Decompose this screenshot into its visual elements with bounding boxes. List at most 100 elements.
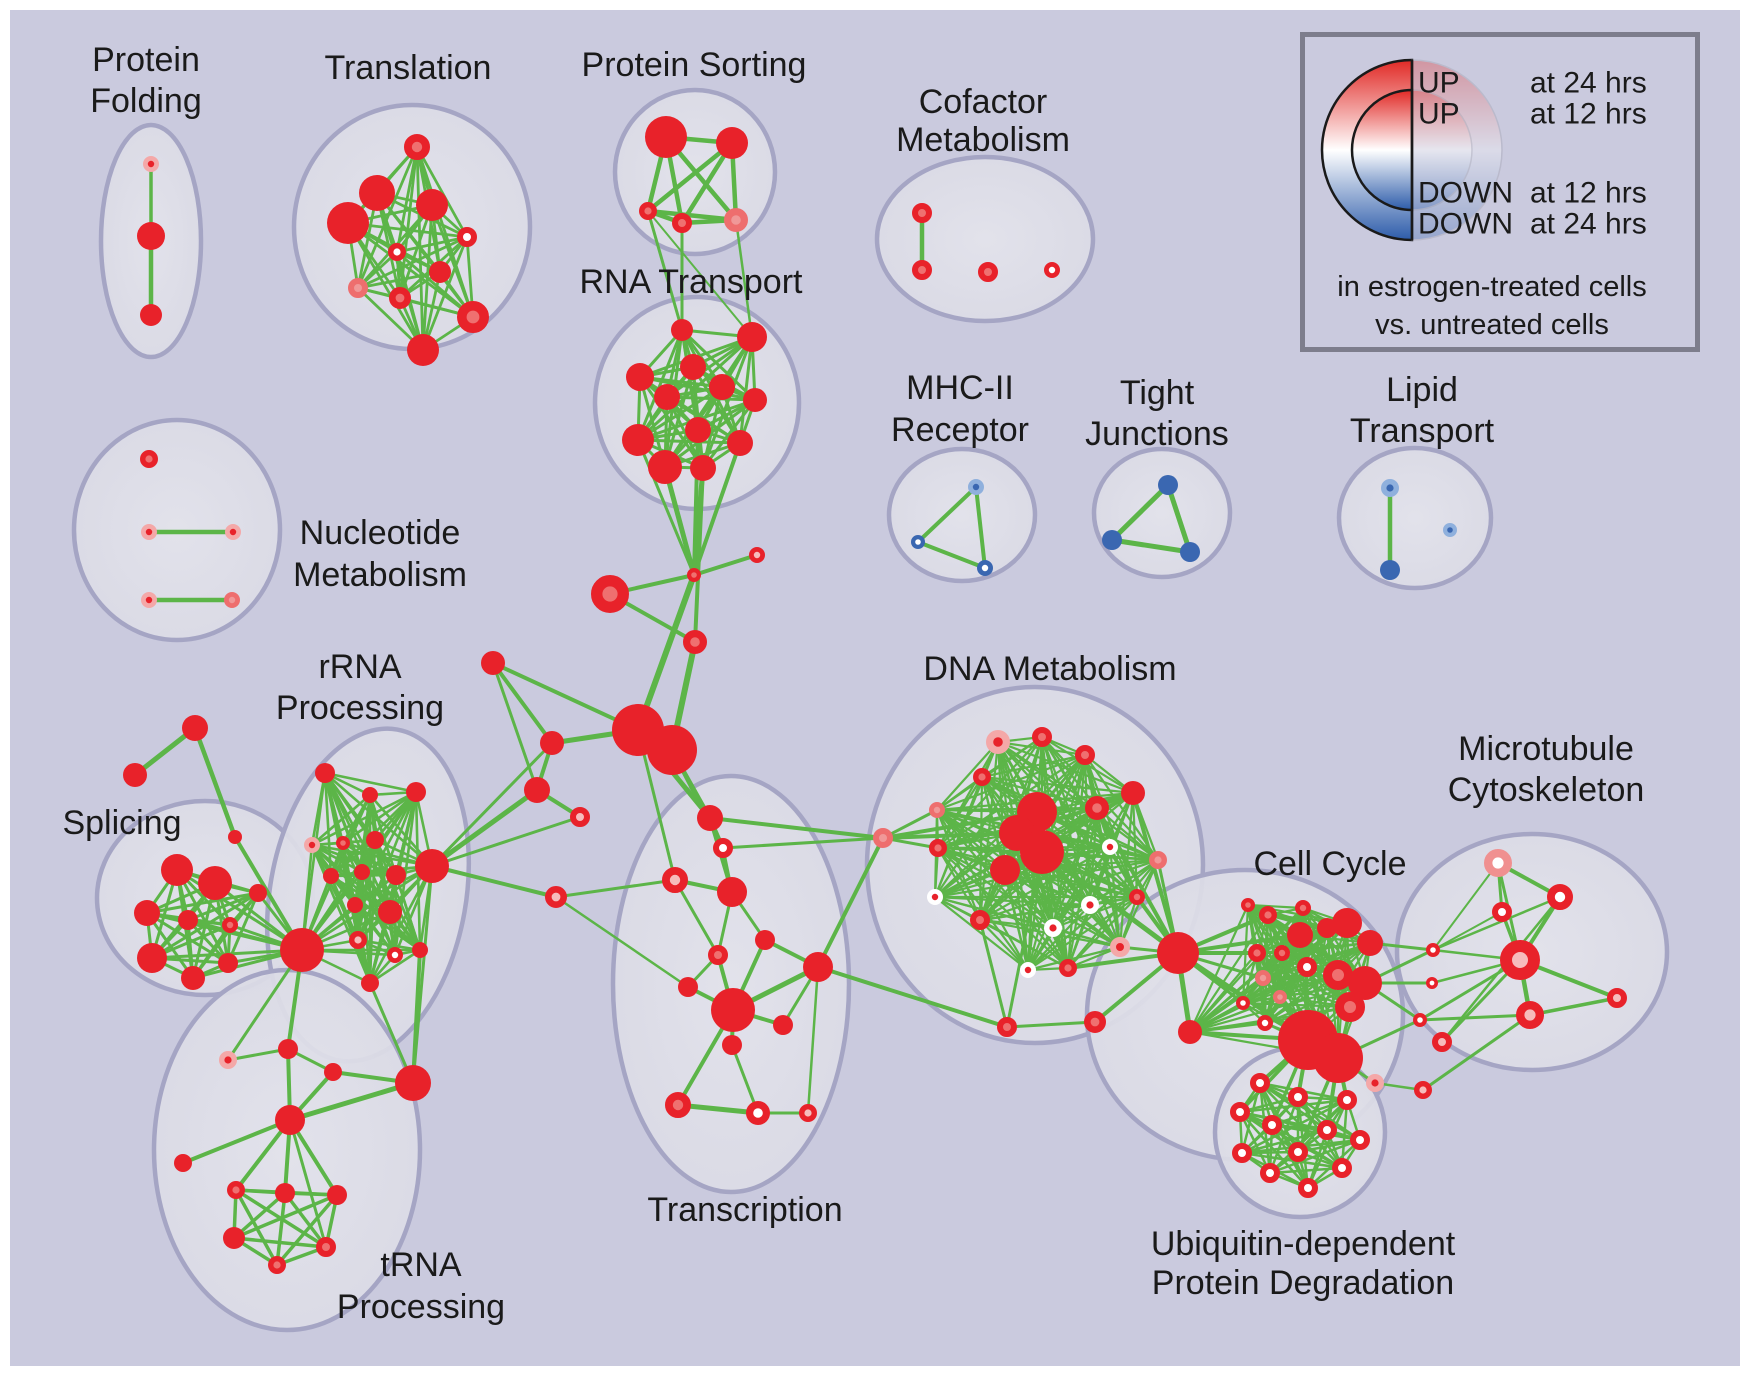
- network-node-up-strong[interactable]: [685, 417, 711, 443]
- network-node-up-strong[interactable]: [323, 868, 339, 884]
- network-node-up-late-weak-early[interactable]: [1432, 1032, 1452, 1052]
- network-node-up-strong[interactable]: [990, 855, 1020, 885]
- network-node-up-late-weak-early[interactable]: [749, 547, 766, 564]
- network-node-up-mixed[interactable]: [388, 286, 411, 309]
- network-node-up-strong[interactable]: [223, 1227, 245, 1249]
- network-node-up-mixed[interactable]: [682, 629, 707, 654]
- network-node-up-strong[interactable]: [140, 304, 162, 326]
- network-node-up-mixed[interactable]: [1058, 959, 1077, 978]
- network-node-up-strong[interactable]: [626, 363, 654, 391]
- network-node-up-early-only[interactable]: [1020, 962, 1037, 979]
- network-node-up-early-strong[interactable]: [140, 524, 157, 541]
- network-node-up-late-only[interactable]: [1412, 1012, 1427, 1027]
- network-node-up-mixed[interactable]: [929, 839, 948, 858]
- network-node-up-strong[interactable]: [690, 455, 716, 481]
- network-node-up-strong[interactable]: [645, 116, 687, 158]
- network-node-up-strong[interactable]: [648, 450, 682, 484]
- network-node-up-strong[interactable]: [378, 900, 402, 924]
- network-node-up-late-weak-early[interactable]: [544, 885, 567, 908]
- network-node-down-strong[interactable]: [1380, 560, 1400, 580]
- network-node-up-early-only[interactable]: [1102, 839, 1119, 856]
- network-node-up-mixed[interactable]: [912, 260, 932, 280]
- network-node-up-weak[interactable]: [723, 208, 748, 233]
- network-node-up-mixed[interactable]: [1335, 992, 1365, 1022]
- network-node-up-strong[interactable]: [354, 864, 370, 880]
- network-node-up-strong[interactable]: [249, 884, 267, 902]
- network-node-up-mixed[interactable]: [268, 1255, 287, 1274]
- network-node-up-late-only[interactable]: [1425, 942, 1440, 957]
- network-node-up-late-weak-early[interactable]: [662, 867, 689, 894]
- network-node-up-late-weak-early[interactable]: [1413, 1080, 1432, 1099]
- network-node-up-mixed[interactable]: [1295, 900, 1312, 917]
- network-node-up-strong[interactable]: [407, 334, 439, 366]
- network-node-down-mixed[interactable]: [1380, 479, 1399, 498]
- network-node-up-late-only[interactable]: [1337, 1090, 1357, 1110]
- network-node-up-weak-late[interactable]: [1483, 849, 1512, 878]
- network-node-up-late-only[interactable]: [1547, 884, 1574, 911]
- network-node-up-weak[interactable]: [929, 802, 946, 819]
- network-node-up-strong[interactable]: [429, 261, 451, 283]
- network-node-up-mixed[interactable]: [639, 201, 658, 220]
- network-node-up-late-only[interactable]: [386, 947, 403, 964]
- network-node-down-strong[interactable]: [1158, 475, 1178, 495]
- network-node-up-late-only[interactable]: [1288, 1087, 1308, 1107]
- network-node-up-late-only[interactable]: [713, 838, 733, 858]
- network-node-up-mixed[interactable]: [316, 1237, 336, 1257]
- network-node-up-strong[interactable]: [540, 731, 564, 755]
- network-node-up-strong[interactable]: [386, 865, 406, 885]
- network-node-up-strong[interactable]: [1332, 908, 1362, 938]
- network-node-up-late-only[interactable]: [1288, 1142, 1308, 1162]
- network-node-up-strong[interactable]: [182, 715, 208, 741]
- network-node-up-strong[interactable]: [1157, 932, 1199, 974]
- network-node-down-mixed[interactable]: [1442, 522, 1457, 537]
- network-node-up-mixed[interactable]: [973, 768, 992, 787]
- network-node-up-strong[interactable]: [275, 1183, 295, 1203]
- network-node-up-strong[interactable]: [737, 322, 767, 352]
- network-node-up-mixed[interactable]: [708, 945, 728, 965]
- network-node-up-mixed[interactable]: [221, 917, 238, 934]
- network-node-up-late-only[interactable]: [1426, 976, 1439, 989]
- network-node-up-strong[interactable]: [123, 763, 147, 787]
- network-node-up-late-weak-early[interactable]: [799, 1103, 818, 1122]
- network-node-up-strong[interactable]: [228, 830, 242, 844]
- network-node-up-strong[interactable]: [366, 831, 384, 849]
- network-node-up-late-weak-early[interactable]: [1515, 1001, 1544, 1030]
- network-node-up-late-only[interactable]: [1232, 1143, 1252, 1163]
- network-node-up-strong[interactable]: [722, 1035, 742, 1055]
- network-node-up-early-only[interactable]: [1080, 896, 1099, 915]
- network-node-up-strong[interactable]: [347, 897, 363, 913]
- network-node-up-mixed[interactable]: [686, 567, 701, 582]
- network-node-up-weak[interactable]: [1272, 989, 1287, 1004]
- network-node-up-strong[interactable]: [137, 222, 165, 250]
- network-node-up-late-weak-early[interactable]: [1607, 988, 1627, 1008]
- network-node-up-strong[interactable]: [755, 930, 775, 950]
- network-node-up-late-only[interactable]: [1297, 957, 1317, 977]
- network-node-up-late-weak-early[interactable]: [349, 931, 368, 950]
- network-node-up-strong[interactable]: [717, 877, 747, 907]
- network-node-up-strong[interactable]: [697, 805, 723, 831]
- network-node-up-late-only[interactable]: [1332, 1158, 1352, 1178]
- network-node-up-late-only[interactable]: [1317, 1120, 1337, 1140]
- network-node-down-strong[interactable]: [1102, 530, 1122, 550]
- network-node-up-mixed[interactable]: [1323, 960, 1353, 990]
- network-node-up-mixed[interactable]: [997, 1017, 1017, 1037]
- network-node-up-mixed[interactable]: [970, 910, 990, 930]
- network-node-up-mixed[interactable]: [978, 262, 998, 282]
- network-node-up-strong[interactable]: [1313, 1033, 1363, 1083]
- network-node-up-late-only[interactable]: [1257, 1015, 1274, 1032]
- network-node-up-strong[interactable]: [324, 1063, 342, 1081]
- network-node-up-late-only[interactable]: [1298, 1178, 1318, 1198]
- network-node-up-weak[interactable]: [873, 828, 893, 848]
- network-node-up-late-only[interactable]: [745, 1100, 770, 1125]
- network-node-up-strong[interactable]: [524, 777, 550, 803]
- network-node-up-mixed[interactable]: [336, 835, 351, 850]
- network-node-up-strong[interactable]: [137, 943, 167, 973]
- network-node-up-mixed[interactable]: [139, 450, 158, 469]
- network-node-up-late-only[interactable]: [1250, 1073, 1270, 1093]
- network-node-up-early-only[interactable]: [1043, 919, 1062, 938]
- network-node-up-strong[interactable]: [218, 953, 238, 973]
- network-node-up-strong[interactable]: [671, 319, 693, 341]
- network-node-up-strong[interactable]: [1357, 930, 1383, 956]
- network-node-up-strong[interactable]: [134, 900, 160, 926]
- network-node-up-late-only[interactable]: [1350, 1130, 1370, 1150]
